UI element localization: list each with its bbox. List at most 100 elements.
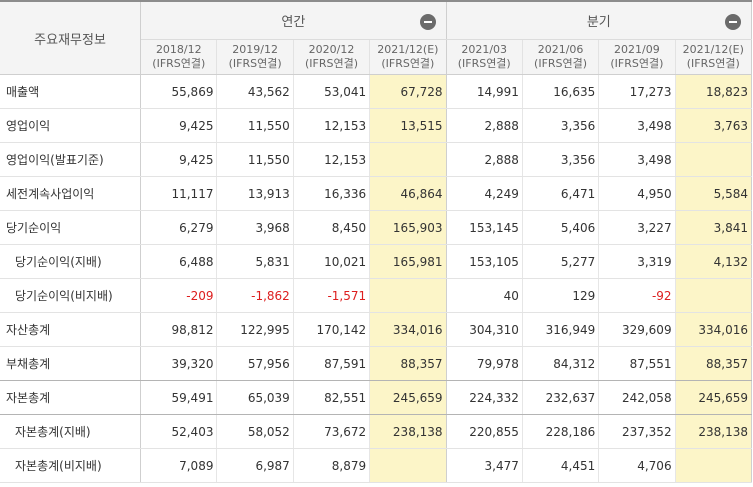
row-label: 매출액	[0, 74, 142, 109]
row-label: 당기순이익(비지배)	[0, 278, 142, 313]
value-cell	[369, 142, 447, 177]
value-cell: 245,659	[675, 380, 753, 415]
value-cell: 122,995	[216, 312, 294, 347]
value-cell: -1,862	[216, 278, 294, 313]
value-cell: 8,450	[293, 210, 371, 245]
value-cell: 73,672	[293, 414, 371, 449]
value-cell: 3,498	[598, 108, 676, 143]
value-cell: 18,823	[675, 74, 753, 109]
value-cell: 220,855	[446, 414, 523, 449]
value-cell: 87,591	[293, 346, 371, 381]
value-cell: 3,356	[522, 108, 600, 143]
value-cell: 2,888	[446, 142, 523, 177]
column-header: 2021/06 (IFRS연결)	[522, 39, 600, 75]
column-basis: (IFRS연결)	[686, 57, 740, 70]
column-header: 2021/09 (IFRS연결)	[598, 39, 676, 75]
value-cell: 304,310	[446, 312, 523, 347]
table-row: 자본총계(지배) 52,403 58,052 73,672 238,138 220,855…	[0, 414, 753, 449]
value-cell: 11,550	[216, 142, 294, 177]
column-period: 2020/12	[308, 43, 355, 56]
value-cell: -209	[140, 278, 218, 313]
table-row: 부채총계 39,320 57,956 87,591 88,357 79,978 84,312…	[0, 346, 753, 381]
table-row: 자본총계 59,491 65,039 82,551 245,659 224,332 232,…	[0, 380, 753, 415]
table-row: 영업이익(발표기준) 9,425 11,550 12,153 2,888 3,356 3,4…	[0, 142, 753, 177]
column-header: 2021/12(E) (IFRS연결)	[369, 39, 447, 75]
value-cell: 2,888	[446, 108, 523, 143]
value-cell	[675, 278, 753, 313]
value-cell: 242,058	[598, 380, 676, 415]
group-header-quarterly: 분기	[446, 0, 753, 40]
value-cell: 84,312	[522, 346, 600, 381]
value-cell: 55,869	[140, 74, 218, 109]
value-cell: 153,145	[446, 210, 523, 245]
value-cell: 9,425	[140, 142, 218, 177]
value-cell: -92	[598, 278, 676, 313]
row-label: 세전계속사업이익	[0, 176, 142, 211]
value-cell: 6,488	[140, 244, 218, 279]
value-cell: 5,831	[216, 244, 294, 279]
value-cell: 11,550	[216, 108, 294, 143]
value-cell: 316,949	[522, 312, 600, 347]
value-cell: 3,763	[675, 108, 753, 143]
value-cell: 3,968	[216, 210, 294, 245]
value-cell: 6,279	[140, 210, 218, 245]
value-cell: 6,987	[216, 448, 294, 483]
column-header: 2021/03 (IFRS연결)	[446, 39, 523, 75]
value-cell: 53,041	[293, 74, 371, 109]
minus-circle-icon[interactable]	[725, 14, 741, 30]
value-cell: 224,332	[446, 380, 523, 415]
table-row: 당기순이익(비지배) -209 -1,862 -1,571 40 129 -92	[0, 278, 753, 313]
value-cell: 57,956	[216, 346, 294, 381]
column-header: 2021/12(E) (IFRS연결)	[675, 39, 753, 75]
value-cell: 46,864	[369, 176, 447, 211]
group-label-quarterly: 분기	[586, 15, 611, 30]
value-cell: 12,153	[293, 108, 371, 143]
value-cell: 88,357	[369, 346, 447, 381]
value-cell: 3,498	[598, 142, 676, 177]
value-cell: 14,991	[446, 74, 523, 109]
value-cell: 4,132	[675, 244, 753, 279]
value-cell: 238,138	[675, 414, 753, 449]
value-cell: 165,903	[369, 210, 447, 245]
value-cell: 6,471	[522, 176, 600, 211]
column-header: 2019/12 (IFRS연결)	[216, 39, 294, 75]
minus-circle-icon[interactable]	[419, 14, 436, 30]
value-cell: 8,879	[293, 448, 371, 483]
column-basis: (IFRS연결)	[304, 57, 358, 70]
value-cell: 3,841	[675, 210, 753, 245]
value-cell: 4,249	[446, 176, 523, 211]
value-cell: 170,142	[293, 312, 371, 347]
value-cell: 82,551	[293, 380, 371, 415]
value-cell: 16,635	[522, 74, 600, 109]
value-cell: 12,153	[293, 142, 371, 177]
column-period: 2018/12	[155, 43, 202, 56]
value-cell: 40	[446, 278, 523, 313]
value-cell: 43,562	[216, 74, 294, 109]
value-cell: 5,277	[522, 244, 600, 279]
value-cell: 67,728	[369, 74, 447, 109]
value-cell: 228,186	[522, 414, 600, 449]
row-label: 당기순이익	[0, 210, 142, 245]
column-period: 2021/12(E)	[682, 43, 744, 56]
value-cell: 65,039	[216, 380, 294, 415]
value-cell: 238,138	[369, 414, 447, 449]
value-cell: 5,406	[522, 210, 600, 245]
row-label: 자산총계	[0, 312, 142, 347]
value-cell: 7,089	[140, 448, 218, 483]
value-cell: 10,021	[293, 244, 371, 279]
value-cell: 237,352	[598, 414, 676, 449]
value-cell: 232,637	[522, 380, 600, 415]
value-cell: 39,320	[140, 346, 218, 381]
row-label: 자본총계(비지배)	[0, 448, 142, 483]
value-cell: 17,273	[598, 74, 676, 109]
value-cell	[369, 278, 447, 313]
value-cell: 165,981	[369, 244, 447, 279]
value-cell: 11,117	[140, 176, 218, 211]
value-cell: -1,571	[293, 278, 371, 313]
value-cell: 88,357	[675, 346, 753, 381]
group-label-annual: 연간	[281, 15, 306, 30]
table-row: 세전계속사업이익 11,117 13,913 16,336 46,864 4,249 6,4…	[0, 176, 753, 211]
column-period: 2021/03	[461, 43, 508, 56]
group-header-annual: 연간	[140, 0, 447, 40]
